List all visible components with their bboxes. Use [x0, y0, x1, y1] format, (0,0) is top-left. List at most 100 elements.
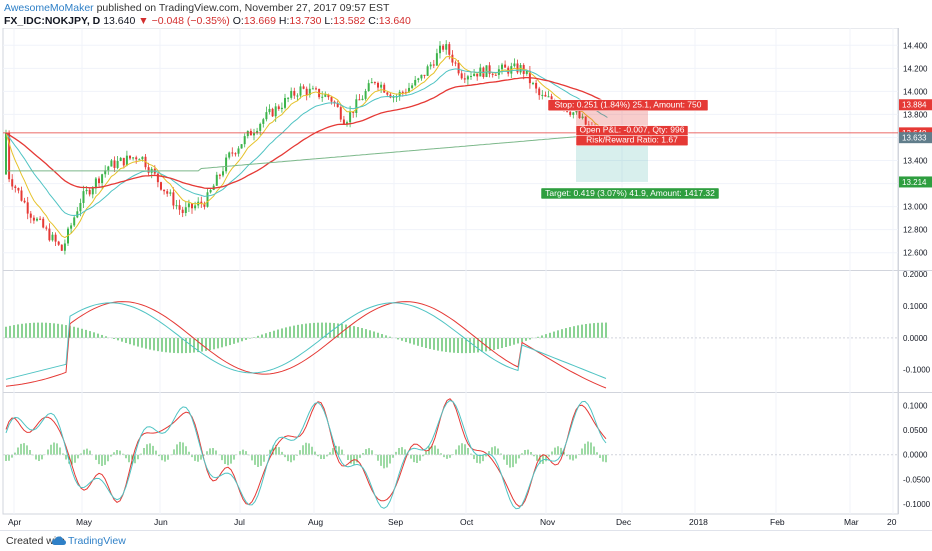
x-tick-label: Apr	[8, 517, 21, 527]
candle-body	[380, 84, 383, 88]
candle-body	[293, 90, 296, 96]
close-label: C:	[368, 15, 379, 27]
candle-body	[243, 136, 246, 145]
high-value: 13.730	[289, 15, 322, 27]
candle-body	[277, 106, 280, 110]
candle-body	[172, 192, 175, 206]
osc-tick-label: -0.1000	[903, 500, 931, 509]
candle-body	[135, 157, 138, 160]
candle-body	[575, 110, 578, 113]
candle-body	[194, 205, 197, 209]
created-with-text: Created with	[6, 535, 65, 547]
candle-body	[392, 96, 395, 98]
osc-line	[5, 399, 607, 510]
stop-label: Stop: 0.251 (1.84%) 25.1, Amount: 750	[555, 100, 702, 110]
high-label: H:	[278, 15, 290, 27]
candle-body	[125, 155, 128, 166]
candle-body	[370, 82, 373, 84]
candle-body	[246, 130, 249, 137]
candle-body	[240, 144, 243, 149]
candle-body	[488, 65, 491, 74]
price-tick-label: 14.200	[903, 64, 928, 73]
candle-body	[435, 53, 438, 66]
stop-label-bg	[547, 99, 709, 111]
candle-body	[411, 85, 414, 88]
candle-body	[200, 201, 203, 204]
down-arrow-icon: ▼	[138, 15, 149, 27]
tradingview-cloud-icon	[52, 536, 66, 545]
published-text: published on TradingView.com, November 2…	[96, 2, 390, 14]
candle-body	[253, 133, 255, 136]
macd-histogram	[5, 322, 607, 354]
candle-body	[23, 200, 26, 203]
tradingview-brand[interactable]: TradingView	[68, 535, 126, 547]
candle-body	[324, 94, 327, 97]
candle-body	[187, 203, 190, 208]
macd-signal-line	[5, 301, 607, 389]
osc-tick-label: 0.1000	[903, 401, 928, 410]
candle-body	[132, 157, 135, 159]
candle-body	[203, 203, 206, 207]
x-tick-label: 2018	[689, 517, 708, 527]
candle-body	[383, 84, 386, 93]
candle-body	[460, 73, 463, 79]
x-tick-label: Jun	[154, 517, 168, 527]
x-tick-label: Nov	[540, 517, 556, 527]
x-tick-label: Jul	[234, 517, 245, 527]
candle-body	[175, 205, 178, 207]
candle-body	[373, 82, 376, 84]
candle-body	[339, 107, 342, 120]
risk-reward-label: Risk/Reward Ratio: 1.67	[586, 135, 678, 145]
candle-body	[491, 73, 494, 75]
candle-body	[401, 91, 404, 93]
price-tag-bg	[899, 132, 932, 144]
x-tick-label: Aug	[308, 517, 323, 527]
macd-tick-label: 0.0000	[903, 334, 928, 343]
candle-body	[466, 76, 469, 80]
candle-body	[367, 83, 370, 91]
candle-body	[17, 187, 20, 191]
osc-tick-label: 0.0000	[903, 451, 928, 460]
candle-body	[473, 73, 476, 76]
candle-body	[364, 90, 367, 99]
candle-body	[129, 155, 131, 159]
open-pnl-label: Open P&L: -0.007, Qty: 996	[580, 125, 685, 135]
candle-body	[51, 234, 54, 241]
candle-body	[315, 88, 317, 90]
candle-body	[463, 78, 466, 80]
chart-header: AwesomeMoMaker published on TradingView.…	[4, 2, 924, 28]
candle-body	[330, 97, 333, 102]
macd-tick-label: 0.1000	[903, 302, 928, 311]
candle-body	[147, 167, 150, 173]
candle-body	[259, 123, 262, 131]
candle-body	[355, 99, 358, 114]
candle-body	[73, 217, 76, 226]
candle-body	[60, 244, 63, 251]
price-tick-label: 14.000	[903, 87, 928, 96]
price-tick-label: 13.000	[903, 203, 928, 212]
candle-body	[268, 108, 271, 113]
publish-line: AwesomeMoMaker published on TradingView.…	[4, 2, 924, 15]
candle-body	[361, 98, 364, 101]
candle-body	[445, 44, 448, 50]
candle-body	[234, 153, 237, 155]
target-label-bg	[540, 187, 720, 200]
candle-body	[296, 95, 299, 97]
candle-body	[386, 92, 389, 95]
candle-body	[457, 62, 460, 74]
target-label: Target: 0.419 (3.07%) 41.9, Amount: 1417…	[545, 188, 715, 198]
candle-body	[544, 94, 547, 97]
candle-body	[209, 189, 212, 193]
risk-reward-label-bg	[575, 135, 689, 146]
ma-long-line	[6, 133, 608, 172]
candle-body	[516, 63, 519, 73]
candle-body	[32, 217, 35, 221]
author-link[interactable]: AwesomeMoMaker	[4, 2, 94, 14]
price-tick-label: 12.600	[903, 249, 928, 258]
candle-body	[587, 124, 590, 127]
candle-body	[513, 63, 516, 67]
macd-tick-label: 0.2000	[903, 270, 928, 279]
candle-body	[26, 202, 29, 214]
chart-canvas[interactable]: Apr May Jun Jul Aug Sep Oct Nov Dec 2018 Feb Mar 20 1…	[0, 28, 932, 530]
candle-body	[54, 234, 57, 242]
